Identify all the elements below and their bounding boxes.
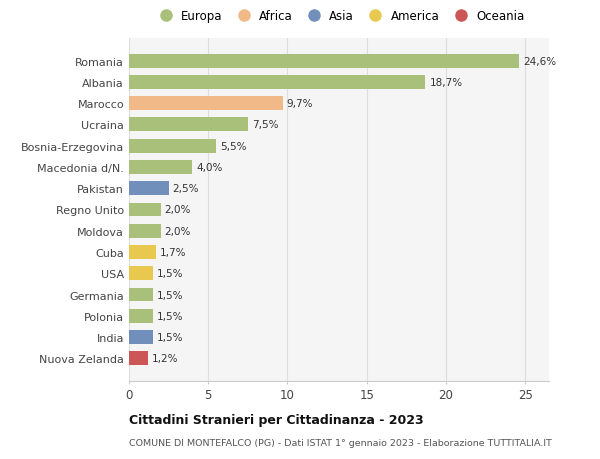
- Text: 5,5%: 5,5%: [220, 141, 247, 151]
- Text: 18,7%: 18,7%: [430, 78, 463, 88]
- Bar: [129, 118, 248, 132]
- Bar: [129, 203, 161, 217]
- Bar: [129, 140, 216, 153]
- Bar: [129, 309, 153, 323]
- Text: 9,7%: 9,7%: [287, 99, 313, 109]
- Text: 2,0%: 2,0%: [164, 226, 191, 236]
- Text: 1,5%: 1,5%: [157, 332, 183, 342]
- Text: 1,5%: 1,5%: [157, 311, 183, 321]
- Text: 1,2%: 1,2%: [152, 353, 178, 364]
- Bar: [129, 224, 161, 238]
- Bar: [129, 97, 283, 111]
- Text: 2,5%: 2,5%: [173, 184, 199, 194]
- Text: 2,0%: 2,0%: [164, 205, 191, 215]
- Text: COMUNE DI MONTEFALCO (PG) - Dati ISTAT 1° gennaio 2023 - Elaborazione TUTTITALIA: COMUNE DI MONTEFALCO (PG) - Dati ISTAT 1…: [129, 438, 552, 448]
- Text: 7,5%: 7,5%: [252, 120, 278, 130]
- Bar: [129, 161, 193, 174]
- Text: 4,0%: 4,0%: [196, 162, 223, 173]
- Text: 1,5%: 1,5%: [157, 269, 183, 279]
- Bar: [129, 267, 153, 280]
- Text: 24,6%: 24,6%: [523, 56, 556, 67]
- Bar: [129, 288, 153, 302]
- Bar: [129, 352, 148, 365]
- Legend: Europa, Africa, Asia, America, Oceania: Europa, Africa, Asia, America, Oceania: [149, 6, 529, 28]
- Bar: [129, 246, 156, 259]
- Text: Cittadini Stranieri per Cittadinanza - 2023: Cittadini Stranieri per Cittadinanza - 2…: [129, 413, 424, 426]
- Text: 1,5%: 1,5%: [157, 290, 183, 300]
- Bar: [129, 76, 425, 90]
- Bar: [129, 55, 519, 68]
- Text: 1,7%: 1,7%: [160, 247, 187, 257]
- Bar: [129, 182, 169, 196]
- Bar: [129, 330, 153, 344]
